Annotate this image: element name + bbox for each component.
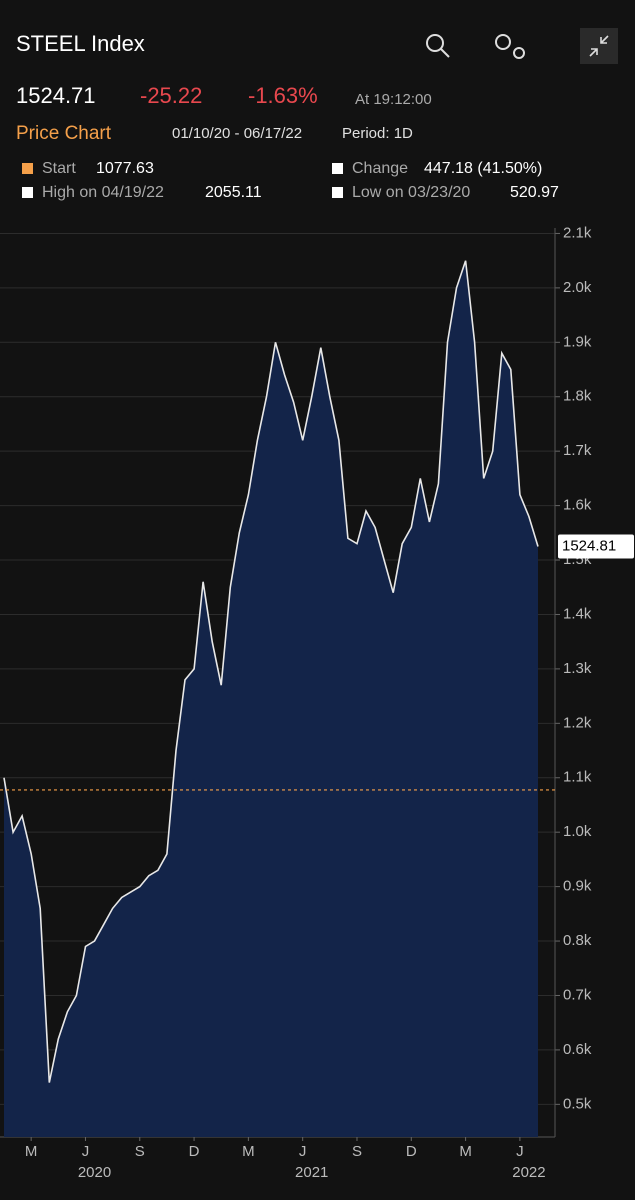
period[interactable]: Period: 1D xyxy=(342,125,413,142)
line xyxy=(3,260,539,1083)
change-swatch xyxy=(332,163,343,174)
x-tick-label: J xyxy=(82,1143,90,1160)
low-label: Low on 03/23/20 xyxy=(352,184,470,201)
year-label: 2022 xyxy=(512,1164,545,1181)
y-tick-label: 2.0k xyxy=(563,279,592,296)
x-tick-label: M xyxy=(25,1143,38,1160)
x-tick-label: S xyxy=(352,1143,362,1160)
change-label: Change xyxy=(352,160,408,177)
start-label: Start xyxy=(42,160,76,177)
x-tick-label: S xyxy=(135,1143,145,1160)
search-icon[interactable] xyxy=(426,34,450,58)
price: 1524.71 xyxy=(16,83,96,108)
y-tick-label: 0.9k xyxy=(563,878,592,895)
start-swatch xyxy=(22,163,33,174)
y-tick-label: 0.6k xyxy=(563,1041,592,1058)
y-tick-label: 1.9k xyxy=(563,333,592,350)
settings-icon[interactable] xyxy=(495,34,525,59)
y-tick-label: 1.4k xyxy=(563,605,592,622)
x-tick-label: J xyxy=(516,1143,524,1160)
chart-label: Price Chart xyxy=(16,123,112,144)
last-price-label: 1524.81 xyxy=(562,537,616,554)
change-value: 447.18 (41.50%) xyxy=(424,160,542,177)
time: At 19:12:00 xyxy=(355,91,432,108)
y-tick-label: 0.7k xyxy=(563,986,592,1003)
low-swatch xyxy=(332,187,343,198)
high-value: 2055.11 xyxy=(205,184,262,201)
x-tick-label: M xyxy=(459,1143,472,1160)
x-tick-label: D xyxy=(189,1143,200,1160)
plot: 0.5k 0.6k 0.7k 0.8k 0.9k 1.0k 1.1k 1.2k 1.3k 1.4k… xyxy=(0,224,634,1181)
y-tick-label: 0.8k xyxy=(563,932,592,949)
y-tick-label: 1.1k xyxy=(563,769,592,786)
y-tick-label: 1.7k xyxy=(563,442,592,459)
title: STEEL Index xyxy=(16,31,145,56)
collapse-button[interactable] xyxy=(580,28,618,64)
x-tick-label: D xyxy=(406,1143,417,1160)
change: -25.22 xyxy=(140,83,202,108)
year-label: 2021 xyxy=(295,1164,328,1181)
y-tick-label: 1.3k xyxy=(563,660,592,677)
y-tick-label: 2.1k xyxy=(563,224,592,241)
high-label: High on 04/19/22 xyxy=(42,184,164,201)
low-value: 520.97 xyxy=(510,184,559,201)
high-swatch xyxy=(22,187,33,198)
y-tick-label: 1.6k xyxy=(563,497,592,514)
area xyxy=(4,260,538,1137)
x-tick-label: M xyxy=(242,1143,255,1160)
x-tick-label: J xyxy=(299,1143,307,1160)
date-range[interactable]: 01/10/20 - 06/17/22 xyxy=(172,125,302,142)
y-tick-label: 1.2k xyxy=(563,714,592,731)
y-tick-label: 1.0k xyxy=(563,823,592,840)
start-value: 1077.63 xyxy=(96,160,154,177)
last-price-box xyxy=(558,534,634,559)
y-tick-label: 0.5k xyxy=(563,1095,592,1112)
year-label: 2020 xyxy=(78,1164,111,1181)
y-tick-label: 1.8k xyxy=(563,388,592,405)
change-percent: -1.63% xyxy=(248,83,318,108)
